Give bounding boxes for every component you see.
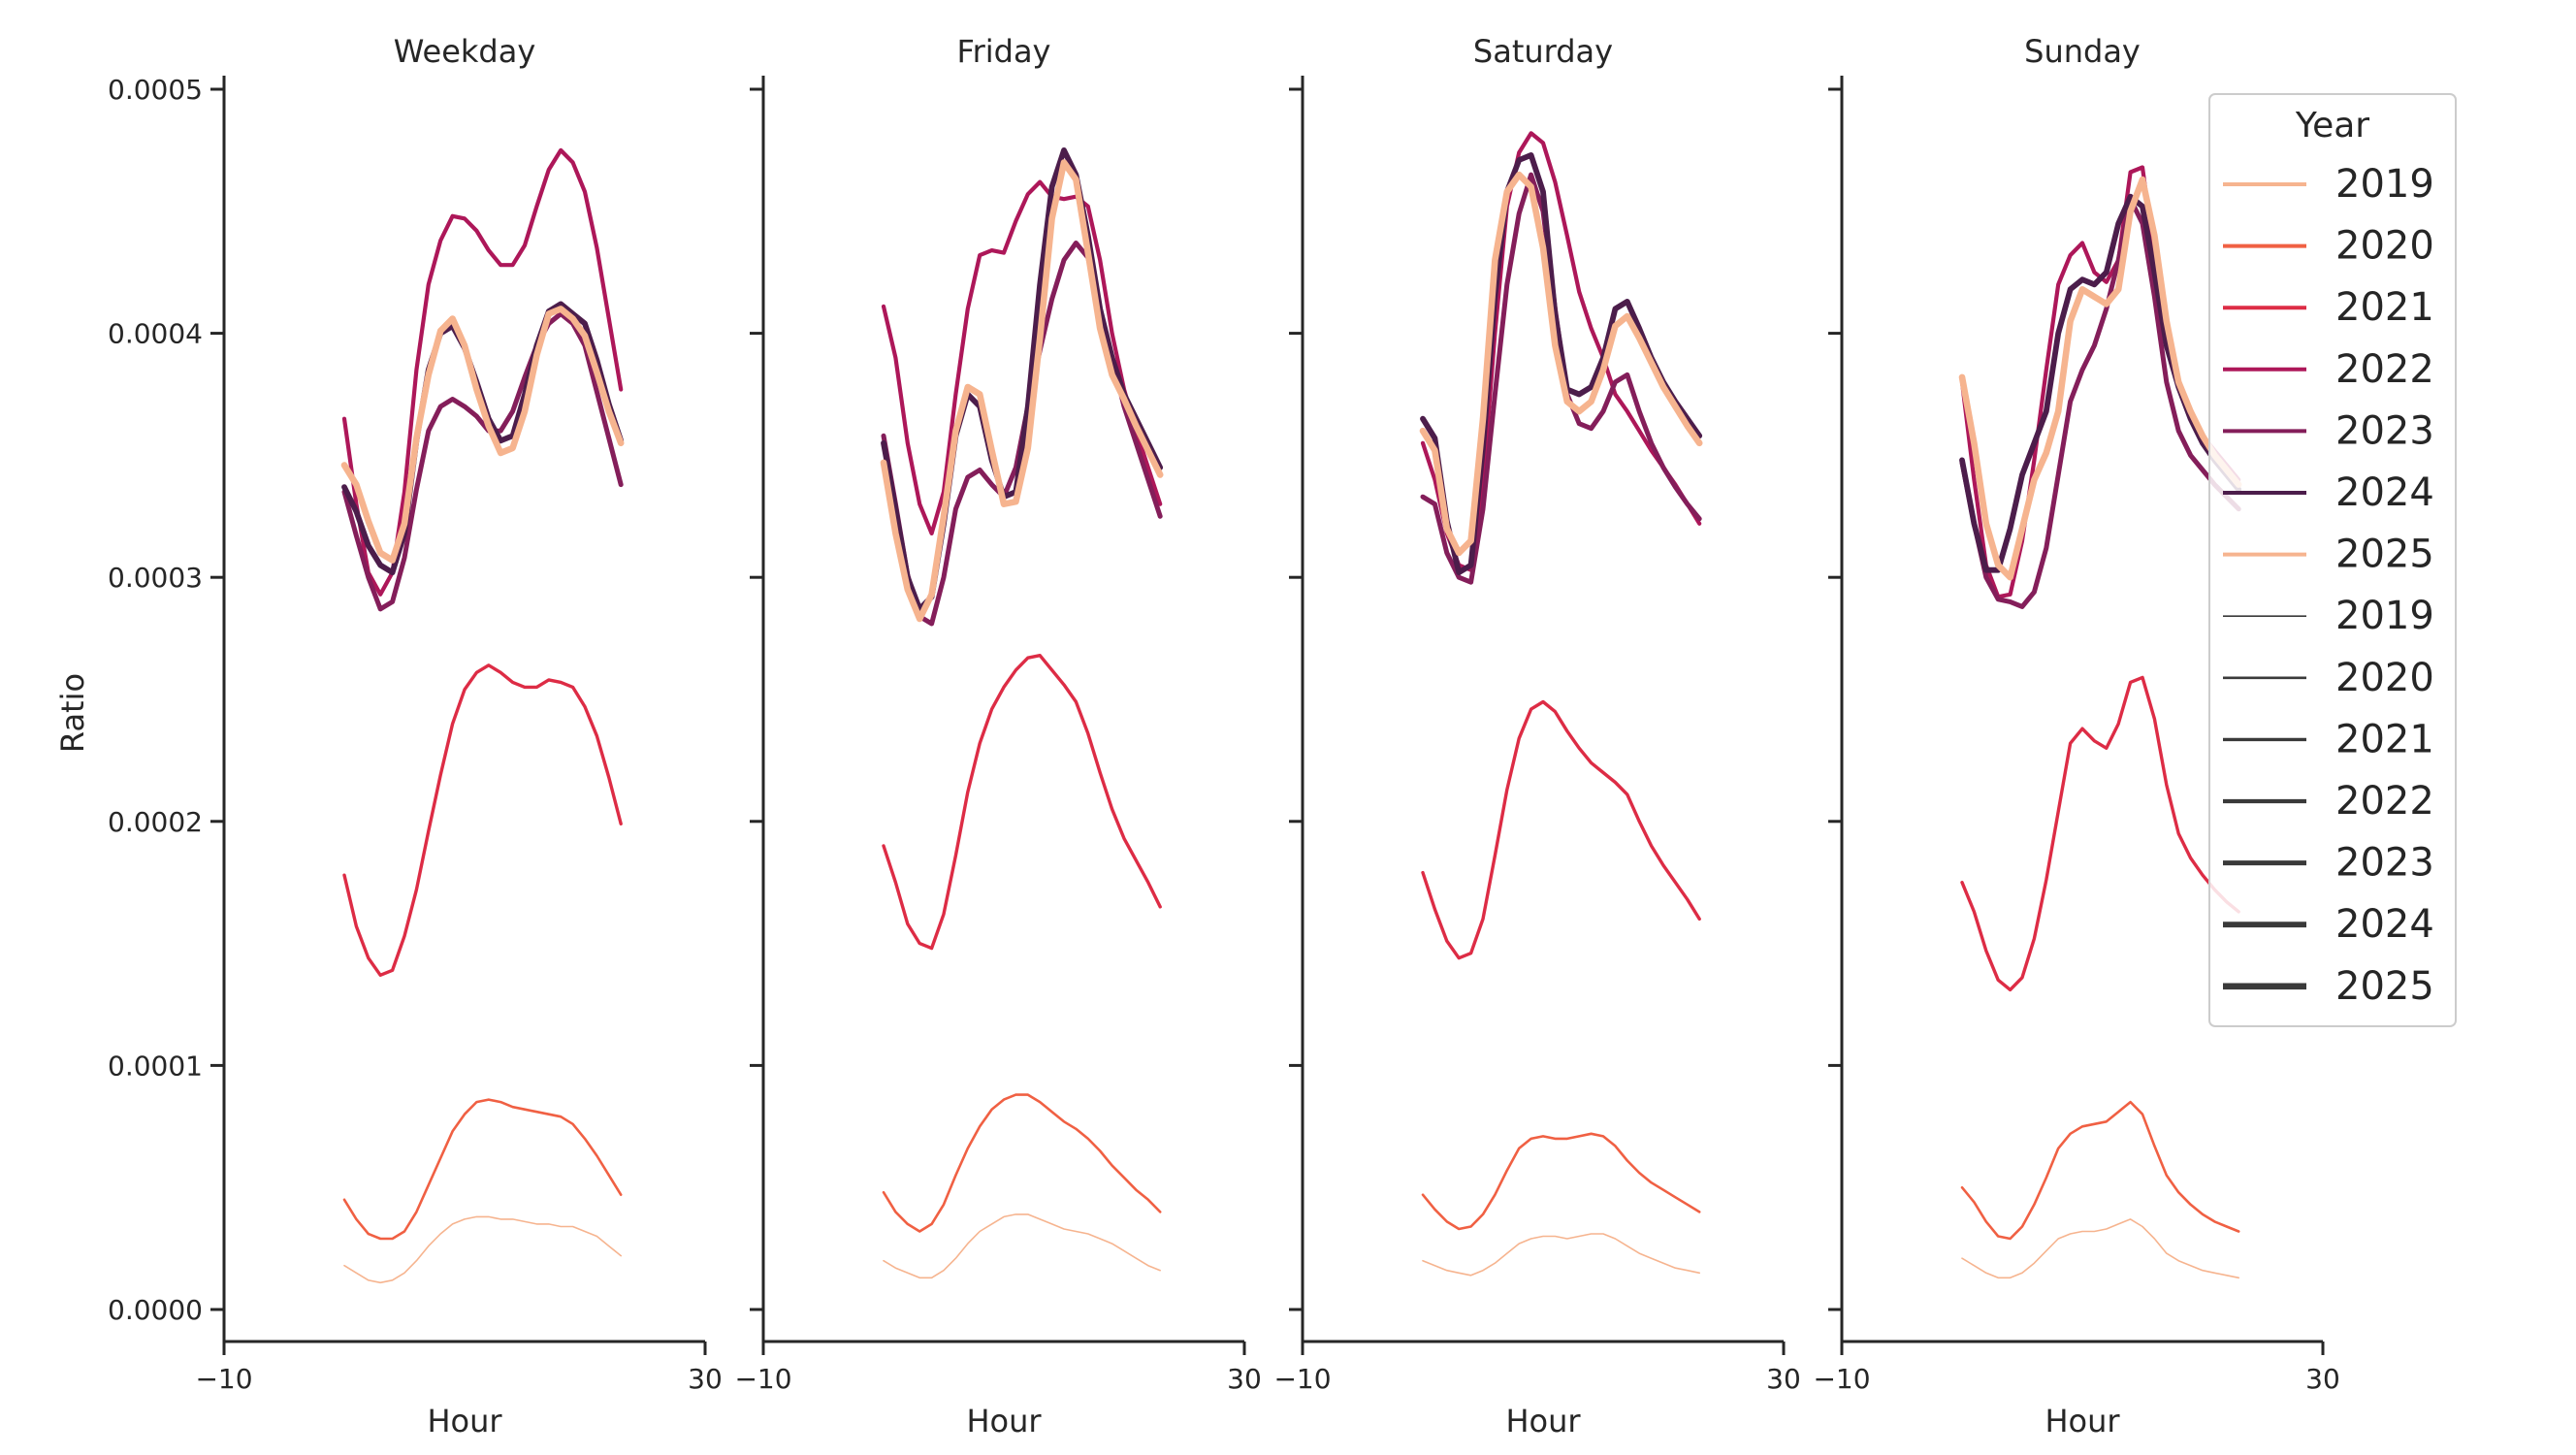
x-tick-label: −10 — [195, 1363, 252, 1395]
legend-size-label: 2024 — [2335, 902, 2434, 947]
panel-title: Sunday — [2024, 33, 2141, 70]
series-line-2022 — [881, 179, 1163, 536]
panel-title: Friday — [957, 33, 1051, 70]
legend-size-label: 2021 — [2335, 717, 2434, 761]
series-line-2025 — [340, 306, 625, 564]
panel-friday: Friday −10 30 Hour — [734, 33, 1261, 1439]
legend: Year 2019 2020 2021 2022 2023 2024 2025 2019 2020… — [2208, 93, 2457, 1027]
legend-hue-label: 2020 — [2335, 224, 2434, 269]
y-tick-label: 0.0001 — [108, 1050, 203, 1082]
y-axis-label: Ratio — [54, 673, 91, 753]
legend-hue-label: 2019 — [2335, 162, 2434, 207]
series-line-2022 — [341, 147, 624, 597]
legend-hue-label: 2023 — [2335, 408, 2434, 453]
series-line-2024 — [1959, 193, 2242, 573]
series-line-2019 — [1422, 1233, 1700, 1277]
panel-weekday: Weekday 0.0000 0.0001 0.0002 0.0003 0.0004 0.0… — [108, 33, 723, 1439]
series-line-2021 — [342, 663, 623, 977]
series-line-2020 — [1421, 1132, 1701, 1231]
x-axis-label: Hour — [1505, 1403, 1581, 1439]
x-axis-label: Hour — [2045, 1403, 2120, 1439]
panel-sunday: Sunday −10 30 Hour — [1813, 33, 2339, 1439]
legend-hue-label: 2022 — [2335, 347, 2434, 392]
legend-size-label: 2020 — [2335, 656, 2434, 700]
legend-hue-label: 2024 — [2335, 470, 2434, 515]
series-line-2024 — [341, 301, 625, 576]
x-tick-label: 30 — [2305, 1363, 2340, 1395]
series-line-2021 — [1421, 699, 1701, 960]
x-tick-label: 30 — [688, 1363, 723, 1395]
legend-hue-label: 2021 — [2335, 285, 2434, 330]
x-tick-label: −10 — [734, 1363, 791, 1395]
legend-size-label: 2019 — [2335, 594, 2434, 638]
series-line-2020 — [342, 1098, 623, 1241]
legend-hue-label: 2025 — [2335, 533, 2434, 577]
series-line-2023 — [341, 311, 624, 612]
legend-box — [2208, 93, 2457, 1027]
series-line-2024 — [881, 146, 1164, 612]
panel-title: Saturday — [1473, 33, 1613, 70]
series-line-2019 — [1961, 1218, 2239, 1279]
series-line-2019 — [343, 1215, 623, 1284]
x-tick-label: 30 — [1227, 1363, 1262, 1395]
legend-size-label: 2023 — [2335, 841, 2434, 886]
series-line-2025 — [880, 159, 1164, 623]
x-tick-label: −10 — [1273, 1363, 1331, 1395]
series-line-2022 — [1959, 165, 2241, 599]
series-line-2023 — [1959, 196, 2241, 609]
y-tick-label: 0.0002 — [108, 806, 203, 838]
legend-title: Year — [2295, 106, 2369, 146]
x-axis-label: Hour — [427, 1403, 502, 1439]
y-tick-label: 0.0000 — [108, 1294, 203, 1326]
legend-size-label: 2022 — [2335, 779, 2434, 824]
panel-title: Weekday — [394, 33, 536, 70]
series-line-2021 — [882, 654, 1162, 951]
panel-saturday: Saturday −10 30 Hour — [1273, 33, 1800, 1439]
series-line-2019 — [883, 1213, 1161, 1279]
series-line-2020 — [1960, 1100, 2240, 1241]
y-tick-label: 0.0003 — [108, 562, 203, 594]
y-tick-label: 0.0004 — [108, 318, 203, 350]
legend-size-label: 2025 — [2335, 964, 2434, 1009]
series-line-2021 — [1960, 675, 2240, 992]
series-line-2025 — [1958, 176, 2242, 581]
x-axis-label: Hour — [966, 1403, 1042, 1439]
x-tick-label: −10 — [1813, 1363, 1870, 1395]
series-line-2025 — [1419, 171, 1703, 557]
x-tick-label: 30 — [1766, 1363, 1801, 1395]
series-line-2020 — [882, 1093, 1162, 1233]
y-tick-label: 0.0005 — [108, 74, 203, 106]
